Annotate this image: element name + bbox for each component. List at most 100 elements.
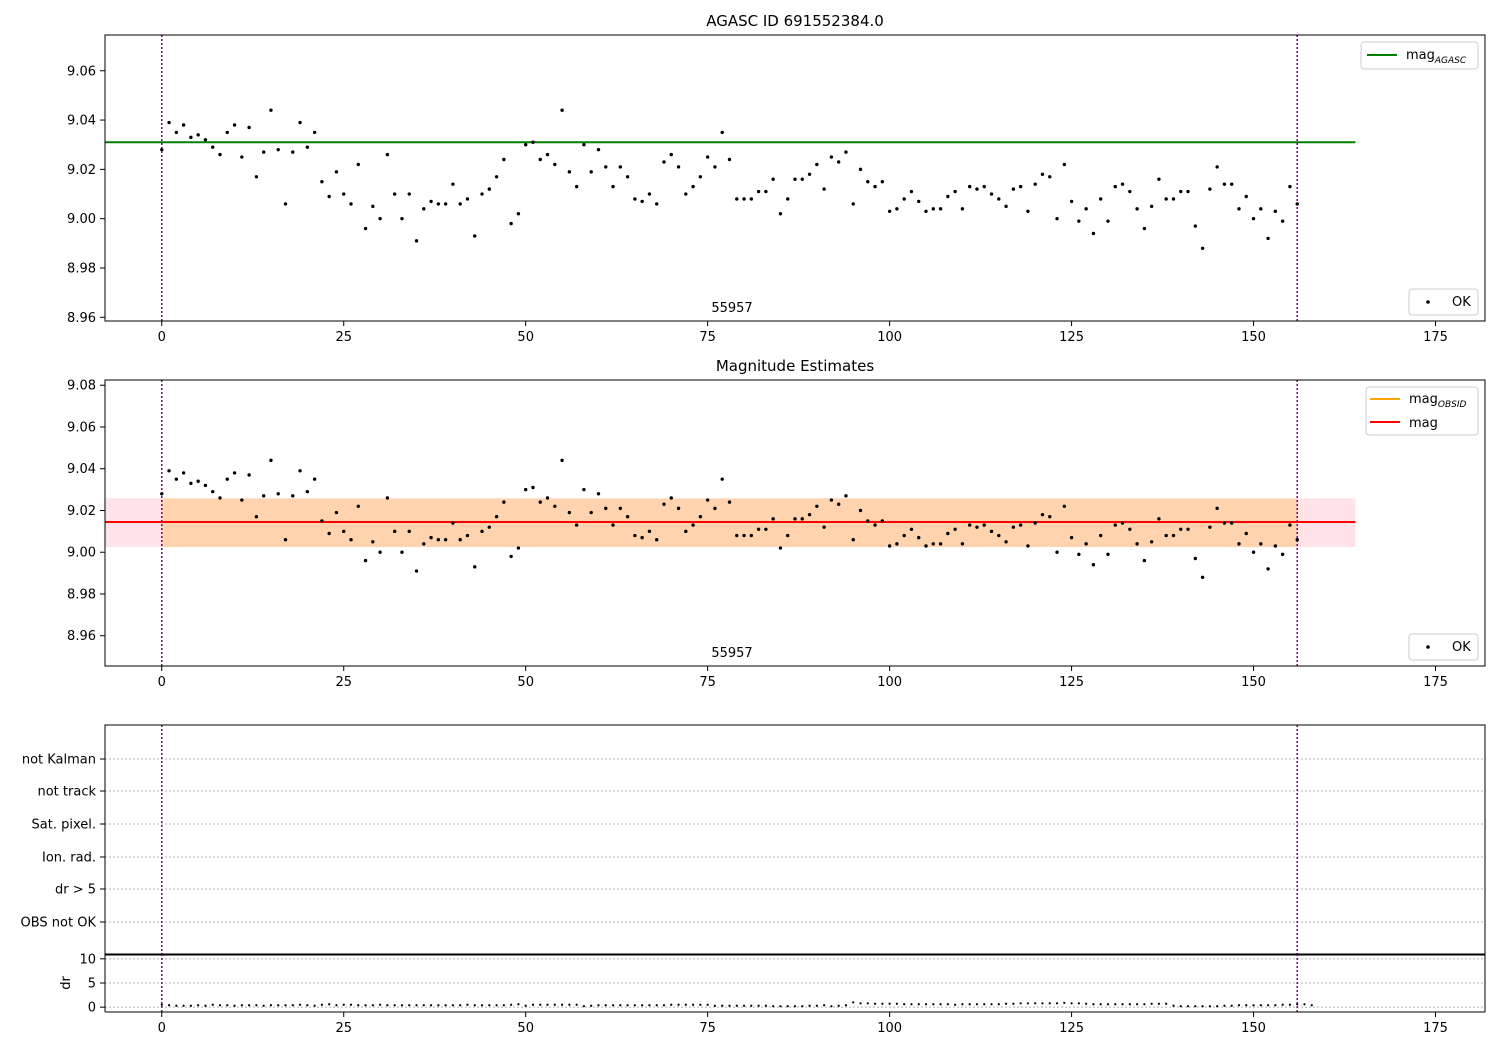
data-point [291, 150, 295, 154]
data-point [407, 192, 411, 196]
data-point [327, 194, 331, 199]
data-point [473, 565, 477, 569]
dr-point [793, 1005, 797, 1008]
dr-point [873, 1002, 877, 1005]
dr-point [1172, 1004, 1175, 1007]
flag-label: Ion. rad. [42, 851, 96, 866]
x-tick-label: 175 [1423, 330, 1448, 345]
panel-1-frame [104, 34, 1486, 322]
dr-point [429, 1004, 433, 1007]
data-point [276, 147, 280, 152]
data-point [254, 515, 259, 519]
data-point [705, 498, 710, 502]
dr-point [815, 1004, 818, 1007]
dr-point [1216, 1005, 1219, 1008]
data-point [1055, 216, 1059, 221]
dr-point [1092, 1003, 1095, 1006]
x-tick-label: 50 [517, 675, 534, 690]
y-tick-label: 8.96 [67, 311, 96, 326]
dr-point [786, 1005, 789, 1008]
data-point [1208, 187, 1212, 191]
legend-label-mag: mag [1409, 416, 1438, 431]
dr-point [808, 1004, 811, 1007]
data-point [269, 458, 273, 463]
data-point [1288, 523, 1292, 527]
dr-point [1208, 1005, 1211, 1008]
data-point [938, 207, 943, 211]
data-point [778, 212, 783, 216]
data-point [1048, 515, 1052, 519]
data-point [174, 130, 179, 135]
dr-point [393, 1004, 396, 1007]
data-point [771, 517, 775, 521]
dr-point [1077, 1002, 1080, 1005]
data-point [909, 527, 914, 531]
data-point [1186, 527, 1190, 531]
data-point [1120, 521, 1125, 525]
data-point [735, 533, 739, 538]
dr-point [662, 1004, 666, 1007]
y-tick-label: 9.00 [67, 546, 96, 561]
data-point [902, 533, 906, 538]
data-point [342, 192, 346, 196]
legend-label-ok: OK [1452, 295, 1471, 310]
dr-point [895, 1002, 898, 1005]
data-point [342, 529, 346, 534]
dr-point [852, 1001, 855, 1004]
data-point [1077, 219, 1081, 223]
x-tick-label: 25 [335, 330, 352, 345]
dr-point [706, 1003, 709, 1006]
data-point [1142, 558, 1147, 563]
data-point [880, 519, 885, 523]
dr-point [699, 1003, 702, 1006]
panel-2-frame [104, 379, 1486, 667]
data-point [662, 160, 666, 164]
x-tick-label: 75 [699, 675, 716, 690]
data-point [1251, 216, 1256, 221]
data-point [742, 197, 746, 201]
data-point [1259, 207, 1263, 211]
x-tick-label: 100 [877, 675, 902, 690]
data-point [800, 177, 804, 181]
dr-point [881, 1002, 884, 1005]
data-point [815, 504, 819, 508]
data-point [604, 165, 608, 169]
dr-point [1135, 1003, 1139, 1006]
dr-point [1252, 1004, 1255, 1007]
dr-point [684, 1003, 687, 1006]
data-point [553, 162, 557, 167]
data-point [822, 525, 826, 529]
data-point [1295, 202, 1299, 206]
data-point [196, 479, 200, 483]
data-point [363, 226, 368, 231]
data-point [735, 197, 739, 201]
data-point [247, 473, 251, 477]
data-point [516, 546, 521, 550]
data-point [1048, 175, 1052, 179]
dr-point [1237, 1004, 1241, 1007]
data-point [458, 202, 462, 206]
dr-point [968, 1003, 971, 1006]
data-point [1069, 535, 1074, 540]
dr-point [306, 1004, 309, 1007]
dr-point [248, 1004, 251, 1007]
data-point [1230, 182, 1234, 186]
dr-point [1106, 1003, 1110, 1006]
data-point [611, 523, 615, 527]
dr-point [1157, 1002, 1161, 1005]
dr-point [1121, 1003, 1124, 1006]
data-point [1200, 575, 1205, 579]
data-point [327, 531, 331, 536]
data-point [545, 152, 550, 157]
legend-box [1408, 633, 1479, 661]
data-point [749, 533, 754, 538]
data-point [917, 535, 921, 540]
panel-agasc: AGASC ID 691552384.0 0 25 50 75 100 125 150 175… [67, 12, 1486, 345]
dr-point [954, 1003, 957, 1006]
dr-point [473, 1004, 476, 1007]
data-point [1142, 226, 1147, 231]
dr-point [939, 1003, 942, 1006]
data-point [1157, 177, 1161, 181]
dr-point [1099, 1003, 1102, 1006]
y-tick-label: 5 [88, 977, 96, 992]
